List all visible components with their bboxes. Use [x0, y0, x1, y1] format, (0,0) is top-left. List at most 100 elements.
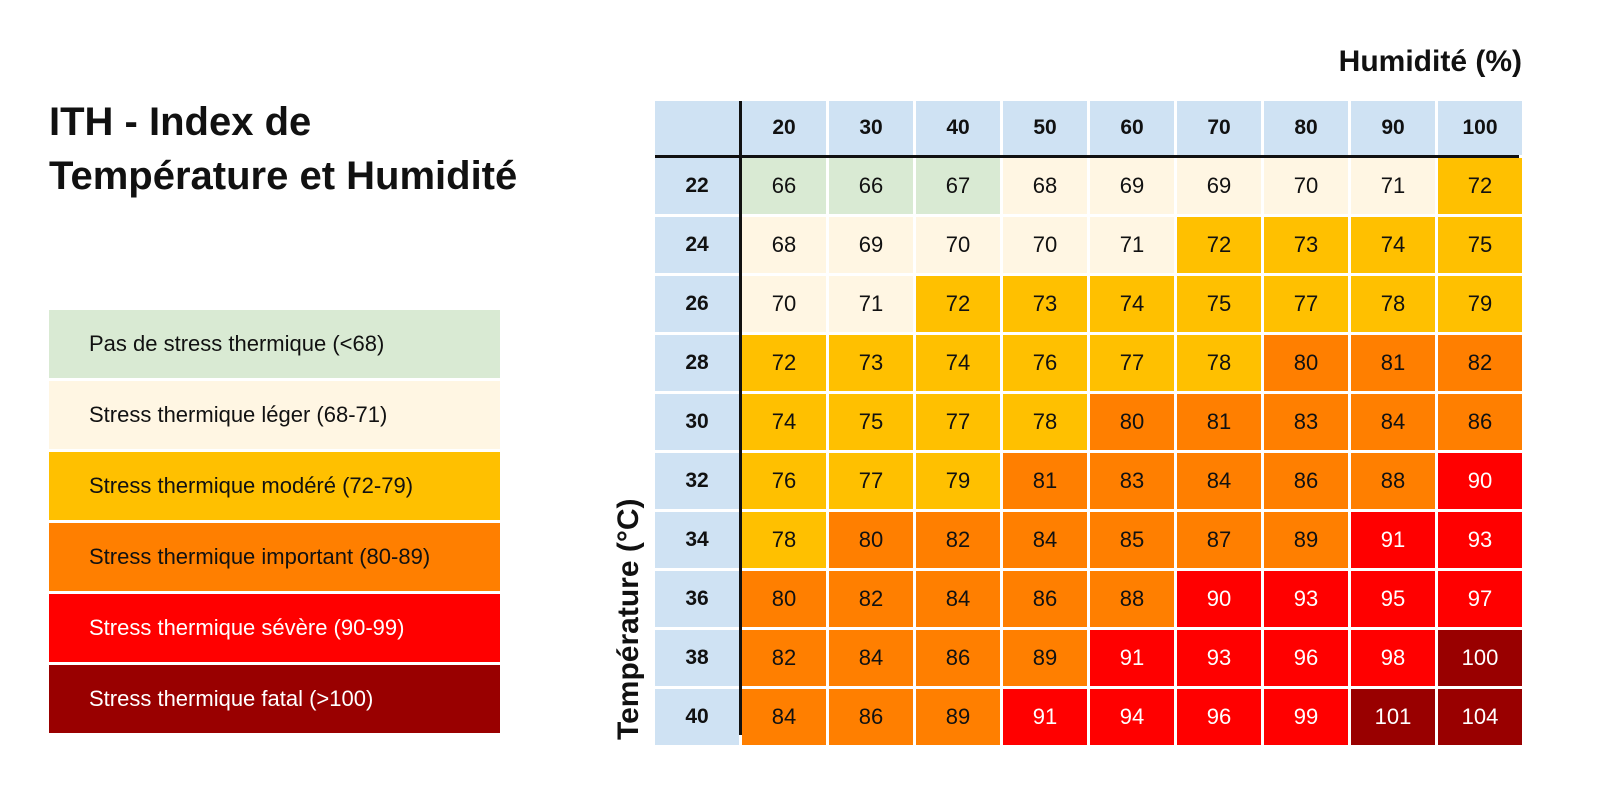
heatmap-cell: 84 — [1351, 394, 1435, 450]
heatmap-cell: 80 — [742, 571, 826, 627]
heatmap-cell: 78 — [1177, 335, 1261, 391]
heatmap-cell: 78 — [1351, 276, 1435, 332]
heatmap-cell: 82 — [916, 512, 1000, 568]
heatmap-cell: 101 — [1351, 689, 1435, 745]
heatmap-cell: 70 — [742, 276, 826, 332]
heatmap-cell: 91 — [1003, 689, 1087, 745]
heatmap-cell: 86 — [1264, 453, 1348, 509]
heatmap-cell: 83 — [1264, 394, 1348, 450]
heatmap-cell: 85 — [1090, 512, 1174, 568]
heatmap-cell: 89 — [1264, 512, 1348, 568]
humidity-header: 70 — [1177, 101, 1261, 155]
heatmap-cell: 66 — [742, 158, 826, 214]
heatmap-cell: 91 — [1351, 512, 1435, 568]
legend-item: Stress thermique important (80-89) — [49, 523, 500, 591]
heatmap-cell: 74 — [742, 394, 826, 450]
heatmap-cell: 86 — [1003, 571, 1087, 627]
humidity-header: 20 — [742, 101, 826, 155]
temperature-header: 32 — [655, 453, 739, 509]
heatmap-cell: 93 — [1177, 630, 1261, 686]
humidity-header: 30 — [829, 101, 913, 155]
heatmap-cell: 84 — [1003, 512, 1087, 568]
heatmap-cell: 79 — [1438, 276, 1522, 332]
humidity-header: 100 — [1438, 101, 1522, 155]
heatmap-cell: 69 — [1090, 158, 1174, 214]
heatmap-cell: 76 — [1003, 335, 1087, 391]
heatmap-cell: 73 — [1264, 217, 1348, 273]
heatmap-cell: 99 — [1264, 689, 1348, 745]
heatmap-cell: 80 — [1090, 394, 1174, 450]
heatmap-cell: 87 — [1177, 512, 1261, 568]
heatmap-cell: 83 — [1090, 453, 1174, 509]
heatmap-cell: 74 — [1090, 276, 1174, 332]
heatmap-cell: 89 — [916, 689, 1000, 745]
heatmap-cell: 78 — [742, 512, 826, 568]
temperature-header: 22 — [655, 158, 739, 214]
heatmap-cell: 75 — [1438, 217, 1522, 273]
temperature-header: 28 — [655, 335, 739, 391]
heatmap-cell: 84 — [1177, 453, 1261, 509]
heatmap-cell: 86 — [1438, 394, 1522, 450]
heatmap-cell: 86 — [916, 630, 1000, 686]
heatmap-cell: 76 — [742, 453, 826, 509]
heatmap-cell: 69 — [829, 217, 913, 273]
heatmap-cell: 71 — [829, 276, 913, 332]
legend-item: Stress thermique fatal (>100) — [49, 665, 500, 733]
temperature-header: 30 — [655, 394, 739, 450]
heatmap-cell: 81 — [1351, 335, 1435, 391]
temperature-header: 26 — [655, 276, 739, 332]
humidity-header: 50 — [1003, 101, 1087, 155]
heatmap-cell: 90 — [1177, 571, 1261, 627]
temperature-header: 34 — [655, 512, 739, 568]
heatmap-cell: 78 — [1003, 394, 1087, 450]
heatmap-cell: 94 — [1090, 689, 1174, 745]
heatmap-cell: 90 — [1438, 453, 1522, 509]
heatmap-cell: 84 — [742, 689, 826, 745]
heatmap-cell: 69 — [1177, 158, 1261, 214]
heatmap-cell: 80 — [829, 512, 913, 568]
heatmap-cell: 70 — [1264, 158, 1348, 214]
legend-item: Stress thermique modéré (72-79) — [49, 452, 500, 520]
heatmap-cell: 93 — [1438, 512, 1522, 568]
y-axis-label: Température (°C) — [612, 498, 645, 740]
heatmap-cell: 91 — [1090, 630, 1174, 686]
legend-item: Stress thermique léger (68-71) — [49, 381, 500, 449]
legend-item: Stress thermique sévère (90-99) — [49, 594, 500, 662]
humidity-header: 90 — [1351, 101, 1435, 155]
heatmap-cell: 74 — [916, 335, 1000, 391]
heatmap-cell: 68 — [1003, 158, 1087, 214]
heatmap-cell: 67 — [916, 158, 1000, 214]
temperature-header: 36 — [655, 571, 739, 627]
heatmap-cell: 82 — [742, 630, 826, 686]
heatmap-cell: 77 — [1090, 335, 1174, 391]
heatmap-cell: 81 — [1003, 453, 1087, 509]
heatmap-cell: 88 — [1090, 571, 1174, 627]
legend-item: Pas de stress thermique (<68) — [49, 310, 500, 378]
legend: Pas de stress thermique (<68) Stress ther… — [49, 310, 500, 736]
heatmap-cell: 72 — [1177, 217, 1261, 273]
heatmap-cell: 77 — [916, 394, 1000, 450]
heatmap-cell: 81 — [1177, 394, 1261, 450]
heatmap-cell: 66 — [829, 158, 913, 214]
heatmap-cell: 104 — [1438, 689, 1522, 745]
row-header-divider — [739, 101, 742, 735]
page-title: ITH - Index de Température et Humidité — [49, 100, 518, 198]
heatmap-cell: 75 — [1177, 276, 1261, 332]
heatmap-cell: 98 — [1351, 630, 1435, 686]
heatmap-cell: 100 — [1438, 630, 1522, 686]
heatmap-cell: 72 — [916, 276, 1000, 332]
heatmap-cell: 89 — [1003, 630, 1087, 686]
heatmap-cell: 73 — [1003, 276, 1087, 332]
heatmap-cell: 84 — [829, 630, 913, 686]
heatmap-table: 20 30 40 50 60 70 80 90 100 22 66 66 67 68 69 69 70 71 72 2… — [655, 101, 1522, 745]
heatmap-cell: 82 — [829, 571, 913, 627]
heatmap-cell: 70 — [1003, 217, 1087, 273]
temperature-header: 38 — [655, 630, 739, 686]
humidity-header: 80 — [1264, 101, 1348, 155]
heatmap-cell: 71 — [1351, 158, 1435, 214]
heatmap-cell: 68 — [742, 217, 826, 273]
corner-cell — [655, 101, 739, 155]
heatmap-cell: 80 — [1264, 335, 1348, 391]
humidity-header: 60 — [1090, 101, 1174, 155]
heatmap-cell: 93 — [1264, 571, 1348, 627]
